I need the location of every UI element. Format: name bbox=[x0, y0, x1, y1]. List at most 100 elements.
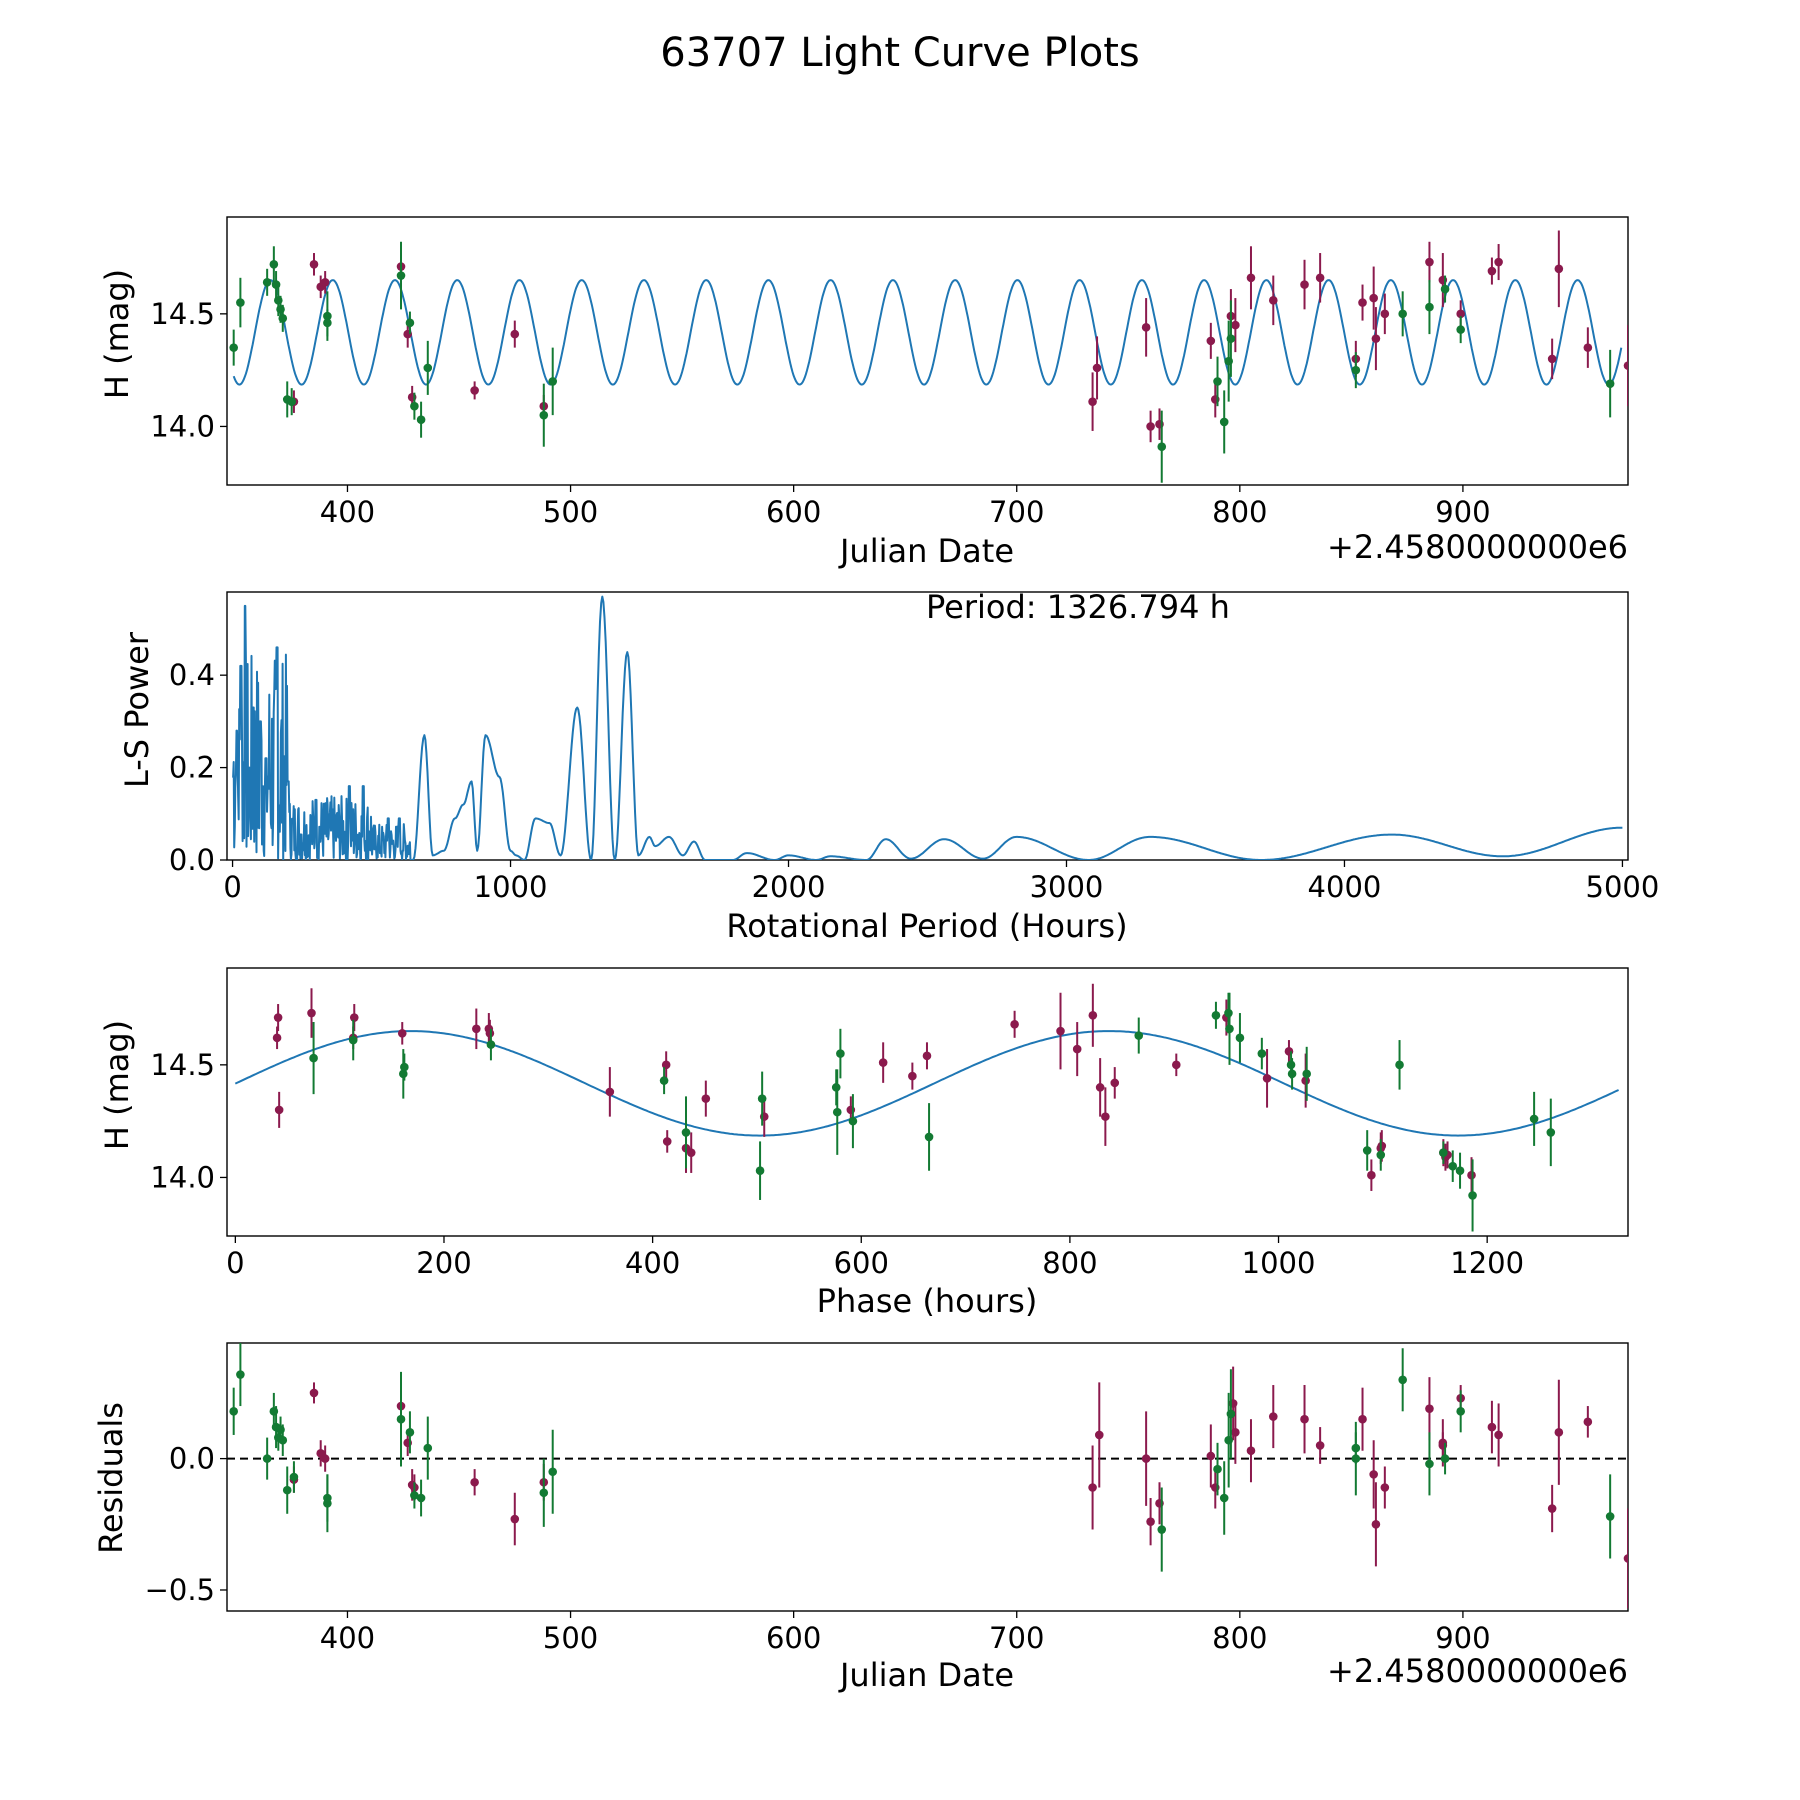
residuals-point-r bbox=[1146, 1517, 1155, 1526]
residuals-points bbox=[229, 1343, 1628, 1609]
periodogram-ylabel: L-S Power bbox=[118, 631, 156, 788]
phased-xtick-label: 0 bbox=[226, 1246, 244, 1280]
lightcurve-xlabel: Julian Date bbox=[838, 532, 1014, 570]
phased-point-r bbox=[605, 1087, 615, 1097]
residuals-xtick-label: 600 bbox=[766, 1621, 821, 1655]
lightcurve-point-g bbox=[1226, 334, 1236, 343]
phased-point-r bbox=[273, 1013, 283, 1022]
residuals-point-r bbox=[1300, 1414, 1309, 1424]
phased-point-g bbox=[309, 1053, 318, 1063]
phased-point-g bbox=[659, 1076, 669, 1085]
lightcurve-point-g bbox=[548, 377, 558, 386]
phased-point-g bbox=[1439, 1148, 1448, 1157]
residuals-xlabel: Julian Date bbox=[838, 1656, 1014, 1694]
phased-point-g bbox=[1286, 1060, 1296, 1070]
phased-point-r bbox=[662, 1137, 672, 1146]
phased-point-g bbox=[1395, 1060, 1404, 1070]
lightcurve-point-r bbox=[1425, 257, 1434, 267]
lightcurve-point-g bbox=[410, 401, 419, 411]
periodogram-line bbox=[232, 595, 1623, 860]
phased-point-r bbox=[908, 1071, 917, 1081]
lightcurve-point-g bbox=[539, 410, 549, 420]
residuals-point-g bbox=[1157, 1525, 1167, 1534]
lightcurve-point-g bbox=[1219, 417, 1229, 427]
residuals-point-g bbox=[278, 1435, 288, 1445]
residuals-point-g bbox=[548, 1467, 558, 1477]
periodogram-frame bbox=[226, 591, 1629, 861]
phased-point-g bbox=[832, 1107, 842, 1117]
residuals-point-r bbox=[1547, 1504, 1557, 1513]
residuals-point-g bbox=[282, 1485, 292, 1495]
phased-ytick-label: 14.0 bbox=[150, 1160, 215, 1194]
phased-model-line bbox=[234, 1030, 1619, 1137]
lightcurve-point-r bbox=[1088, 397, 1097, 406]
phased-points bbox=[272, 983, 1556, 1232]
periodogram-ytick-label: 0.0 bbox=[169, 843, 215, 877]
residuals-point-g bbox=[323, 1498, 332, 1508]
residuals-point-r bbox=[1206, 1451, 1216, 1461]
phased-point-g bbox=[1257, 1049, 1267, 1058]
periodogram-ytick-label: 0.2 bbox=[169, 751, 215, 785]
phased-xtick-label: 1000 bbox=[1242, 1246, 1316, 1280]
lightcurve-point-g bbox=[1157, 442, 1167, 452]
lightcurve-point-g bbox=[236, 298, 245, 307]
residuals-point-r bbox=[1371, 1519, 1381, 1529]
period-annotation: Period: 1326.794 h bbox=[926, 588, 1230, 626]
residuals-point-g bbox=[396, 1414, 406, 1424]
phased-point-r bbox=[878, 1058, 888, 1067]
phased-point-g bbox=[681, 1128, 691, 1137]
lightcurve-xtick-label: 900 bbox=[1435, 495, 1490, 529]
residuals-xtick-label: 700 bbox=[989, 1621, 1044, 1655]
phased-point-g bbox=[755, 1166, 765, 1175]
phased-point-g bbox=[1546, 1128, 1556, 1137]
residuals-point-g bbox=[416, 1493, 426, 1503]
residuals-point-r bbox=[1487, 1422, 1497, 1432]
phased-point-r bbox=[397, 1029, 407, 1038]
lightcurve-point-r bbox=[510, 329, 520, 339]
phased-point-r bbox=[1367, 1170, 1376, 1180]
lightcurve-point-r bbox=[1315, 273, 1325, 283]
lightcurve-point-r bbox=[1231, 320, 1240, 330]
residuals-xtick-label: 800 bbox=[1212, 1621, 1267, 1655]
phased-point-r bbox=[1377, 1141, 1387, 1151]
residuals-frame bbox=[226, 1342, 1629, 1612]
phased-point-g bbox=[1302, 1069, 1311, 1079]
residuals-point-g bbox=[539, 1488, 549, 1498]
phased-xtick-label: 400 bbox=[625, 1246, 680, 1280]
phased-point-r bbox=[472, 1024, 481, 1034]
phased-point-g bbox=[1224, 1008, 1233, 1018]
periodogram-xlabel: Rotational Period (Hours) bbox=[726, 907, 1127, 945]
residuals-point-g bbox=[1605, 1512, 1615, 1521]
periodogram-ytick-label: 0.4 bbox=[169, 658, 215, 692]
residuals-point-r bbox=[1088, 1483, 1097, 1492]
periodogram-xtick-label: 4000 bbox=[1308, 870, 1382, 904]
residuals-point-g bbox=[405, 1428, 415, 1437]
figure-title: 63707 Light Curve Plots bbox=[660, 30, 1139, 76]
lightcurve-xtick-label: 700 bbox=[989, 495, 1044, 529]
lightcurve-point-r bbox=[1206, 336, 1216, 346]
phased-point-g bbox=[486, 1040, 496, 1049]
lightcurve-point-r bbox=[1371, 334, 1381, 343]
phased-point-r bbox=[274, 1105, 284, 1115]
residuals-point-g bbox=[236, 1370, 245, 1379]
residuals-point-g bbox=[1425, 1459, 1434, 1469]
phased-ylabel: H (mag) bbox=[98, 1020, 136, 1150]
residuals-ytick-label: 0.0 bbox=[169, 1442, 215, 1476]
residuals-point-g bbox=[1213, 1464, 1222, 1474]
phased-panel: Phase (hours) H (mag) 0 200 400 600 800 1000 1… bbox=[98, 967, 1629, 1320]
phased-point-g bbox=[1448, 1161, 1458, 1171]
lightcurve-point-r bbox=[1146, 422, 1155, 431]
phased-point-r bbox=[1056, 1026, 1065, 1036]
lightcurve-ylabel: H (mag) bbox=[98, 269, 136, 399]
lightcurve-xtick-label: 500 bbox=[543, 495, 598, 529]
lightcurve-ytick-label: 14.5 bbox=[150, 297, 215, 331]
phased-point-r bbox=[307, 1008, 316, 1018]
residuals-offset-label: +2.4580000000e6 bbox=[1327, 1652, 1628, 1690]
lightcurve-point-g bbox=[396, 271, 406, 280]
phased-point-g bbox=[848, 1116, 858, 1126]
phased-point-g bbox=[1287, 1069, 1297, 1079]
lightcurve-point-r bbox=[1623, 361, 1628, 370]
periodogram-xtick-label: 2000 bbox=[752, 870, 826, 904]
phased-xtick-label: 200 bbox=[416, 1246, 471, 1280]
